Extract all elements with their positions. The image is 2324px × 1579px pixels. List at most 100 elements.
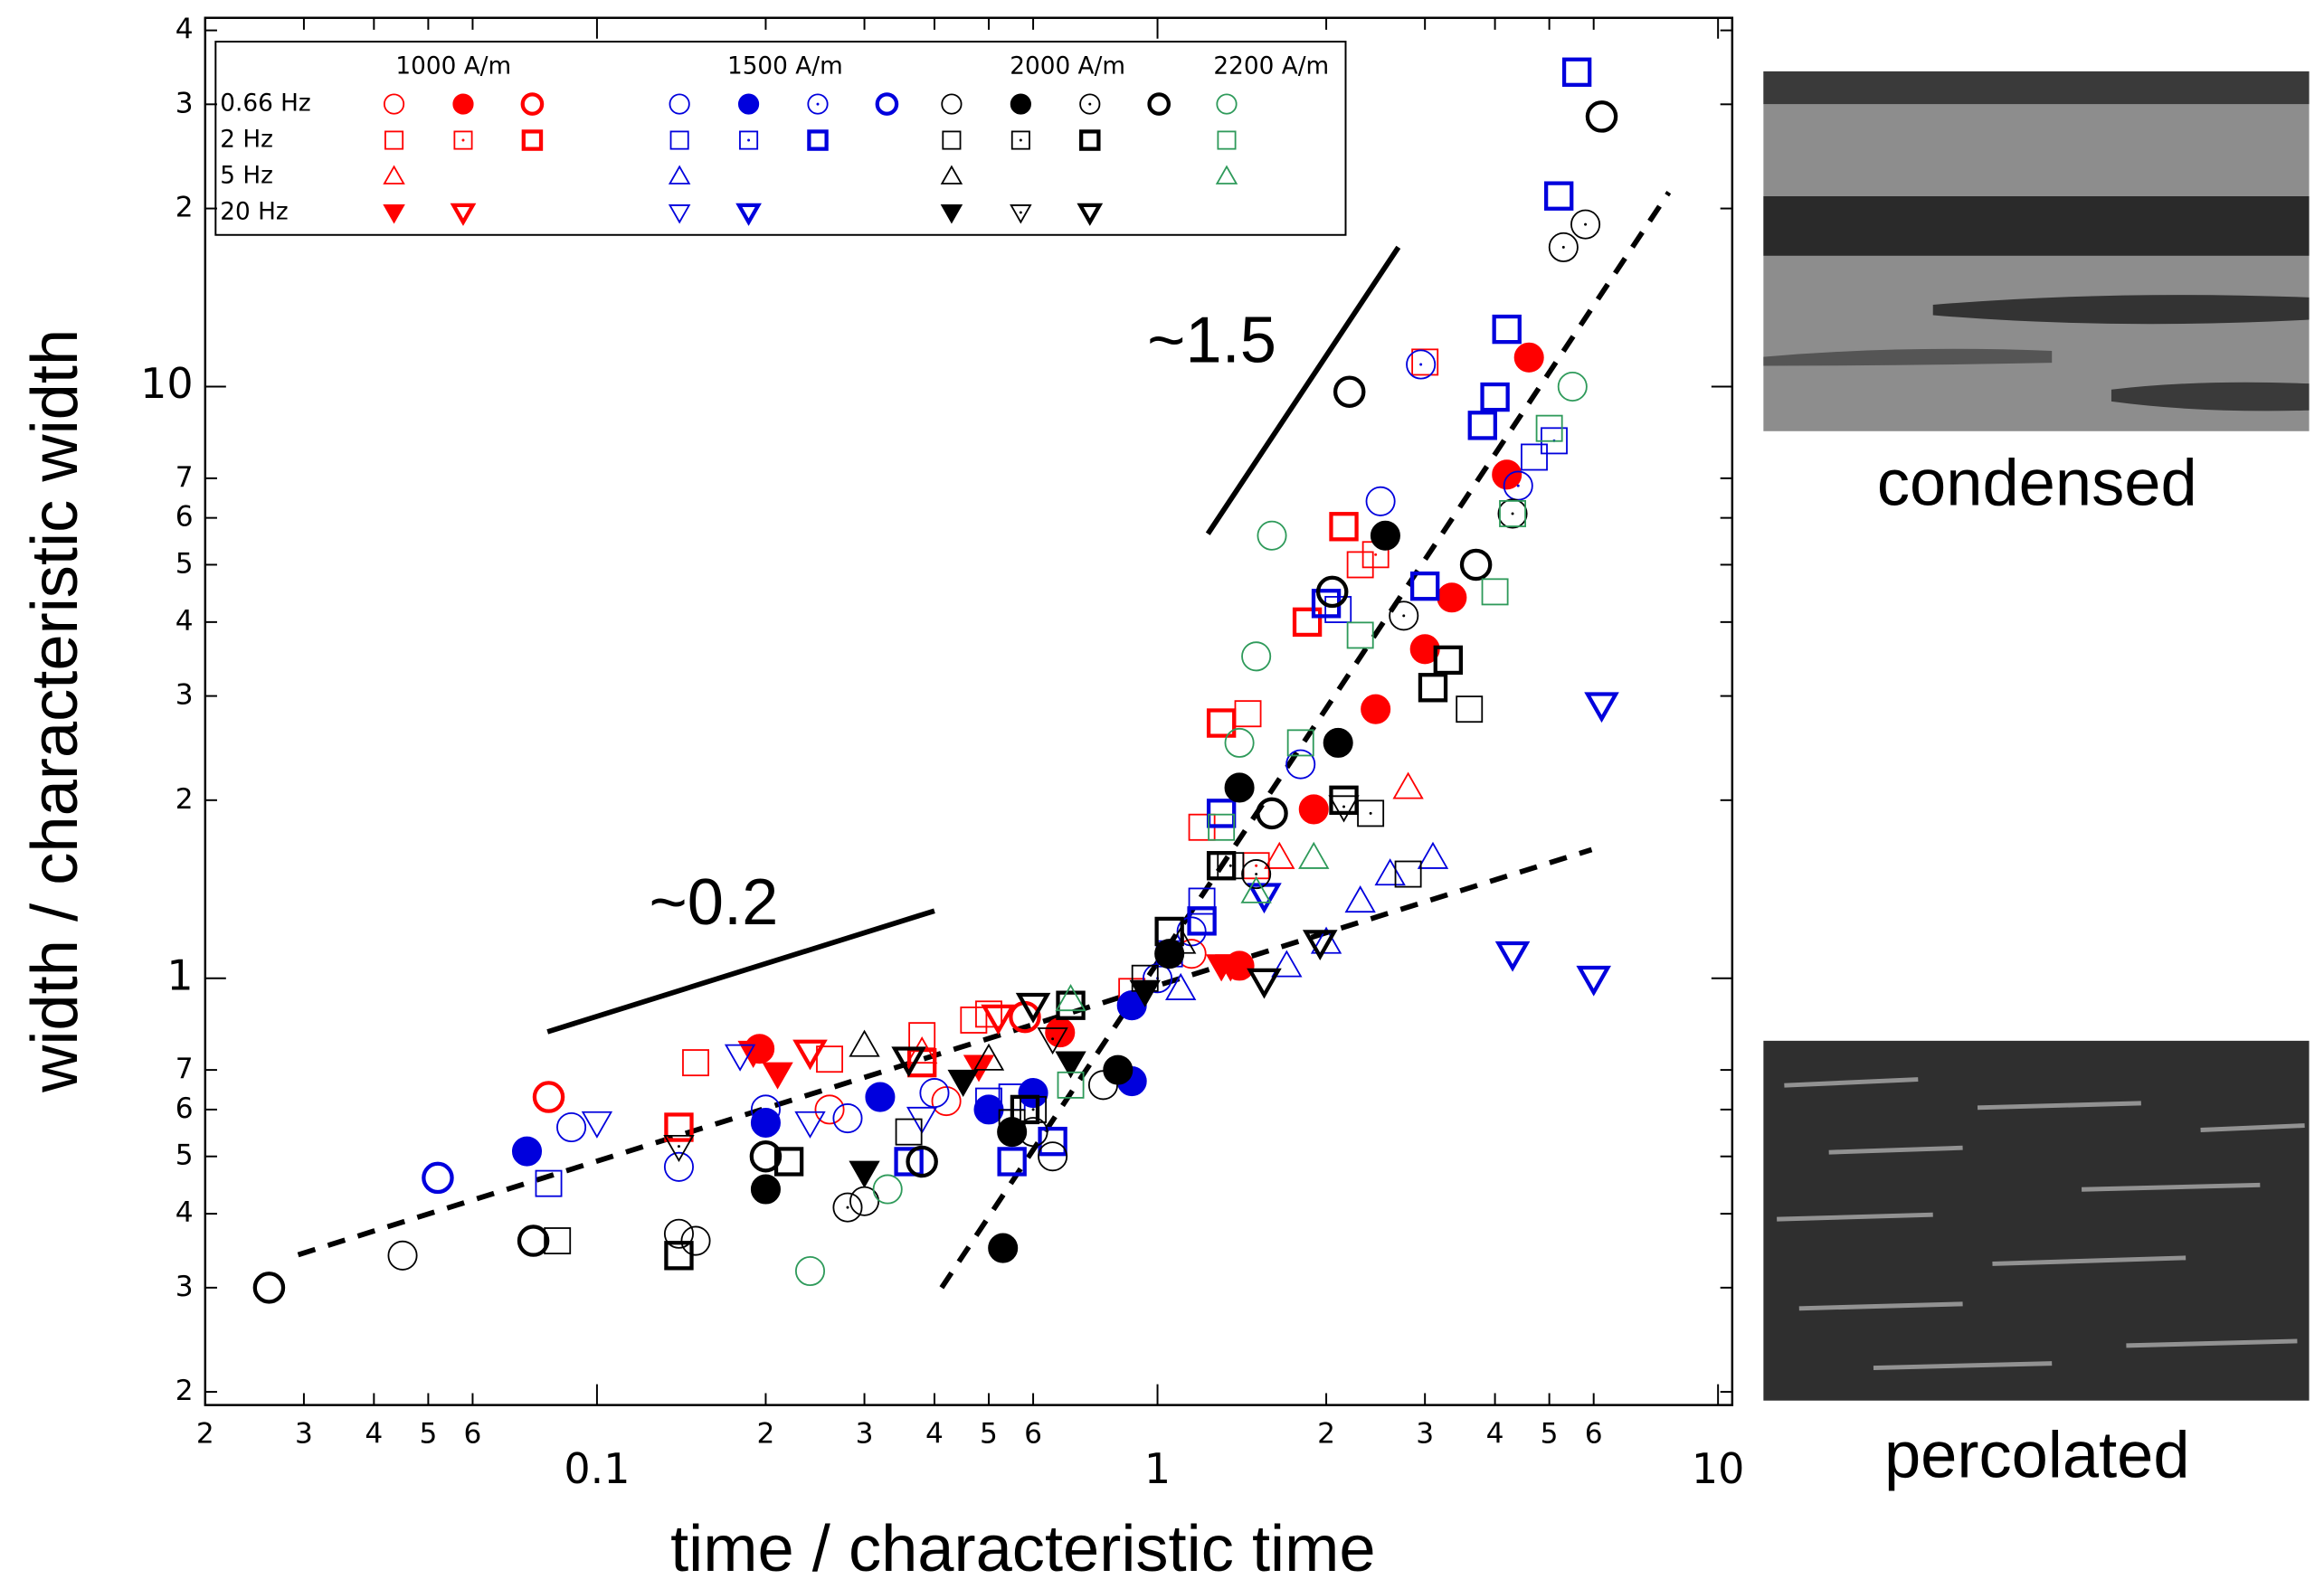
data-point-shape xyxy=(1535,414,1563,442)
legend-marker xyxy=(941,93,963,115)
legend-marker xyxy=(668,204,691,224)
data-point-shape xyxy=(663,1151,694,1182)
legend-marker-dot xyxy=(816,102,820,106)
data-point-shape xyxy=(1103,1054,1134,1085)
x-tick-label: 4 xyxy=(1486,1418,1504,1451)
annotation: ~0.2 xyxy=(650,866,779,939)
data-point xyxy=(1055,1051,1086,1079)
data-point xyxy=(724,1044,756,1072)
legend-marker xyxy=(1010,204,1032,224)
data-point-shape xyxy=(1206,851,1237,881)
data-point xyxy=(1521,443,1548,471)
data-point-shape xyxy=(1038,1126,1067,1157)
data-point-shape xyxy=(663,1218,694,1249)
data-point-shape xyxy=(1394,860,1422,888)
legend-marker xyxy=(942,130,962,150)
legend-marker xyxy=(940,204,963,224)
data-point-shape xyxy=(1333,375,1366,408)
data-point xyxy=(1129,979,1161,1007)
legend-marker xyxy=(668,165,691,184)
data-point-shape xyxy=(1015,992,1051,1024)
data-point xyxy=(1215,954,1247,982)
data-point-shape xyxy=(1417,841,1449,869)
data-point xyxy=(849,1029,880,1057)
legend-marker-shape xyxy=(1217,130,1237,150)
data-point-shape xyxy=(1165,926,1197,954)
data-point xyxy=(749,1139,783,1173)
data-point-shape xyxy=(1215,954,1247,982)
data-point-dot xyxy=(1031,1108,1035,1111)
data-point xyxy=(1513,342,1544,373)
data-point-shape xyxy=(1037,1027,1068,1055)
data-point-shape xyxy=(1208,813,1236,841)
data-point-dot xyxy=(1342,805,1345,808)
data-point xyxy=(1374,858,1406,886)
data-point xyxy=(972,1043,1005,1071)
data-point-shape xyxy=(1292,607,1323,638)
data-point xyxy=(1480,382,1510,412)
data-point xyxy=(906,1145,938,1178)
fit-line xyxy=(1205,245,1401,535)
legend-marker-shape xyxy=(1010,93,1031,115)
legend-marker-shape xyxy=(453,130,473,150)
data-point-dot xyxy=(1228,864,1232,867)
legend-marker xyxy=(452,93,474,115)
data-point-shape xyxy=(975,1000,1002,1028)
data-point xyxy=(1323,727,1353,758)
data-point xyxy=(872,1174,903,1205)
data-point-shape xyxy=(1459,548,1493,581)
data-point xyxy=(908,1022,936,1050)
data-point-shape xyxy=(1576,965,1611,997)
data-point-shape xyxy=(972,1043,1005,1071)
y-tick-label: 2 xyxy=(175,783,194,816)
data-point xyxy=(544,1227,572,1255)
data-point xyxy=(794,1255,826,1287)
image-caption: percolated xyxy=(1884,1420,2190,1492)
data-point-shape xyxy=(581,1111,613,1139)
data-point xyxy=(1256,797,1288,830)
data-point xyxy=(1365,486,1396,516)
legend-marker xyxy=(1010,130,1030,150)
data-point xyxy=(1165,926,1197,954)
data-point-shape xyxy=(1365,486,1396,516)
y-tick-label: 5 xyxy=(175,1139,194,1172)
legend-marker-shape xyxy=(940,204,963,224)
data-point xyxy=(535,1169,563,1197)
legend-marker-shape xyxy=(807,129,829,151)
data-point xyxy=(1417,841,1449,869)
legend-marker-shape xyxy=(1010,204,1032,224)
data-point-shape xyxy=(1392,771,1424,799)
y-axis-title: width / characteristic width xyxy=(19,329,91,1093)
data-point xyxy=(664,1112,694,1142)
data-point xyxy=(1188,887,1216,915)
data-point-shape xyxy=(1585,100,1618,133)
legend-marker-shape xyxy=(521,129,544,151)
legend-marker xyxy=(453,130,473,150)
data-point-shape xyxy=(544,1227,572,1255)
data-point xyxy=(794,1111,826,1139)
data-point xyxy=(960,1006,988,1034)
data-point xyxy=(997,1147,1027,1177)
data-point-shape xyxy=(1143,963,1173,994)
y-tick-label: 6 xyxy=(175,501,194,534)
data-point-dot xyxy=(1584,222,1588,226)
data-point xyxy=(1298,841,1330,869)
legend-marker-shape xyxy=(450,203,477,226)
legend-marker xyxy=(520,92,545,116)
fit-line xyxy=(939,191,1672,1290)
data-point xyxy=(762,1062,793,1090)
data-point-shape xyxy=(1240,875,1272,903)
data-point-shape xyxy=(1010,1094,1040,1125)
data-point-dot xyxy=(846,1206,849,1209)
data-point-shape xyxy=(792,1039,828,1071)
data-point-shape xyxy=(724,1044,756,1072)
data-point xyxy=(1154,939,1185,969)
legend-marker-dot xyxy=(461,138,465,142)
legend-marker-shape xyxy=(875,92,899,116)
data-point xyxy=(1346,551,1374,579)
legend-marker-shape xyxy=(383,93,405,115)
data-point xyxy=(663,1134,695,1163)
data-point-shape xyxy=(1055,1051,1086,1079)
data-point-shape xyxy=(1456,695,1484,723)
data-point xyxy=(1409,571,1440,601)
